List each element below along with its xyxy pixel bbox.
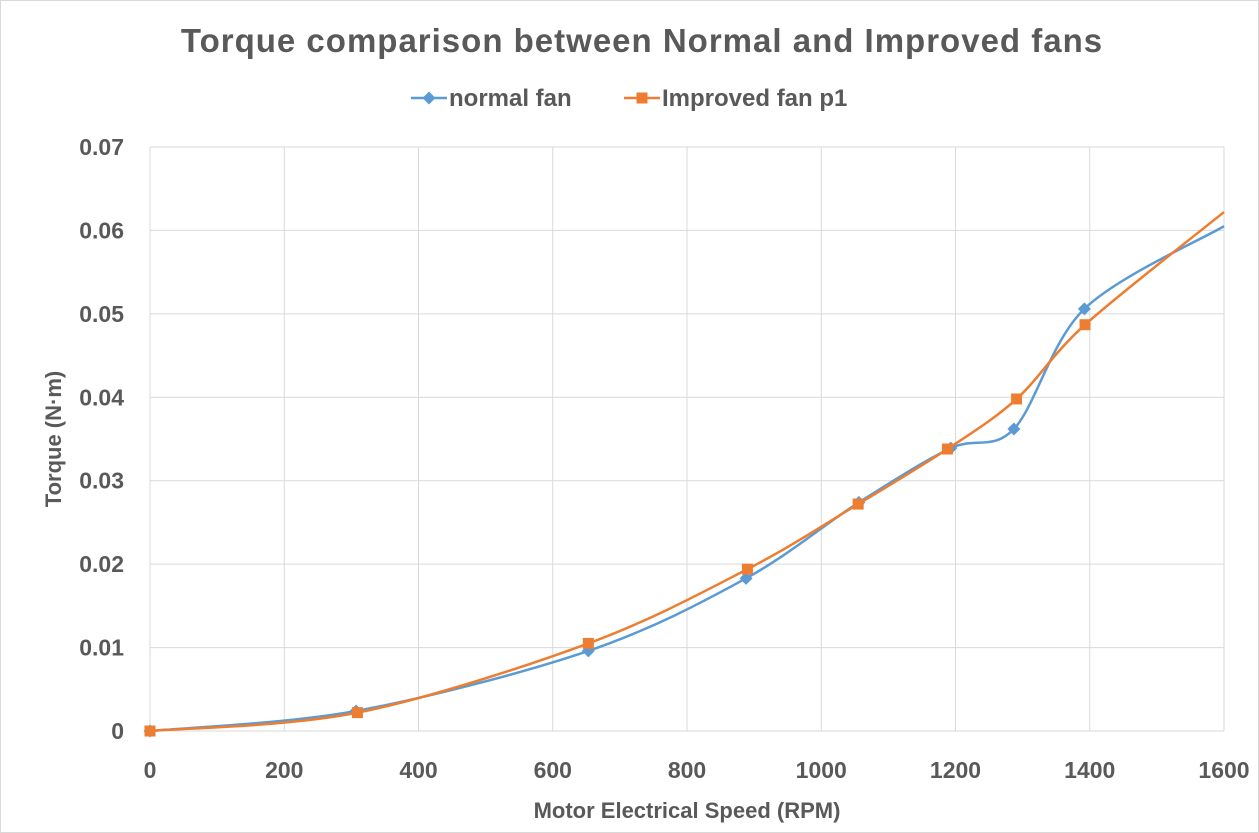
series-improved-fan-p1 — [145, 212, 1225, 736]
y-tick-label: 0 — [111, 718, 124, 744]
x-tick-label: 1200 — [930, 757, 981, 783]
y-tick-label: 0.06 — [79, 217, 124, 243]
x-tick-label: 1000 — [796, 757, 847, 783]
legend-item: normal fan — [411, 85, 572, 112]
data-point-marker — [352, 707, 363, 718]
data-point-marker — [1011, 393, 1022, 404]
data-point-marker — [942, 444, 953, 455]
legend-marker — [637, 93, 648, 104]
series-normal-fan — [144, 226, 1225, 737]
x-tick-label: 200 — [265, 757, 303, 783]
x-tick-label: 800 — [668, 757, 706, 783]
y-tick-label: 0.05 — [79, 301, 124, 327]
x-tick-label: 1400 — [1064, 757, 1115, 783]
x-tick-label: 400 — [399, 757, 437, 783]
y-tick-label: 0.07 — [79, 134, 124, 160]
gridlines — [150, 147, 1224, 731]
y-tick-label: 0.01 — [79, 635, 124, 661]
x-tick-label: 1600 — [1198, 757, 1249, 783]
y-tick-label: 0.03 — [79, 468, 124, 494]
x-tick-label: 0 — [144, 757, 157, 783]
data-point-marker — [145, 726, 156, 737]
data-point-marker — [853, 499, 864, 510]
y-tick-label: 0.02 — [79, 551, 124, 577]
legend-item: Improved fan p1 — [624, 85, 847, 112]
series-layer — [144, 212, 1225, 737]
data-point-marker — [1080, 319, 1091, 330]
legend-label: Improved fan p1 — [662, 85, 847, 112]
data-point-marker — [583, 638, 594, 649]
legend: normal fan Improved fan p1 — [411, 85, 847, 112]
x-axis-ticks: 0 200 400 600 800 1000 1200 1400 1600 — [144, 757, 1250, 783]
chart-title: Torque comparison between Normal and Imp… — [181, 22, 1103, 59]
y-axis-label: Torque (N·m) — [41, 371, 66, 507]
y-tick-label: 0.04 — [79, 384, 124, 410]
data-point-marker — [742, 564, 753, 575]
x-tick-label: 600 — [534, 757, 572, 783]
legend-marker — [423, 92, 436, 105]
x-axis-label: Motor Electrical Speed (RPM) — [534, 798, 841, 823]
legend-label: normal fan — [449, 85, 572, 112]
y-axis-ticks: 0 0.01 0.02 0.03 0.04 0.05 0.06 0.07 — [79, 134, 124, 744]
